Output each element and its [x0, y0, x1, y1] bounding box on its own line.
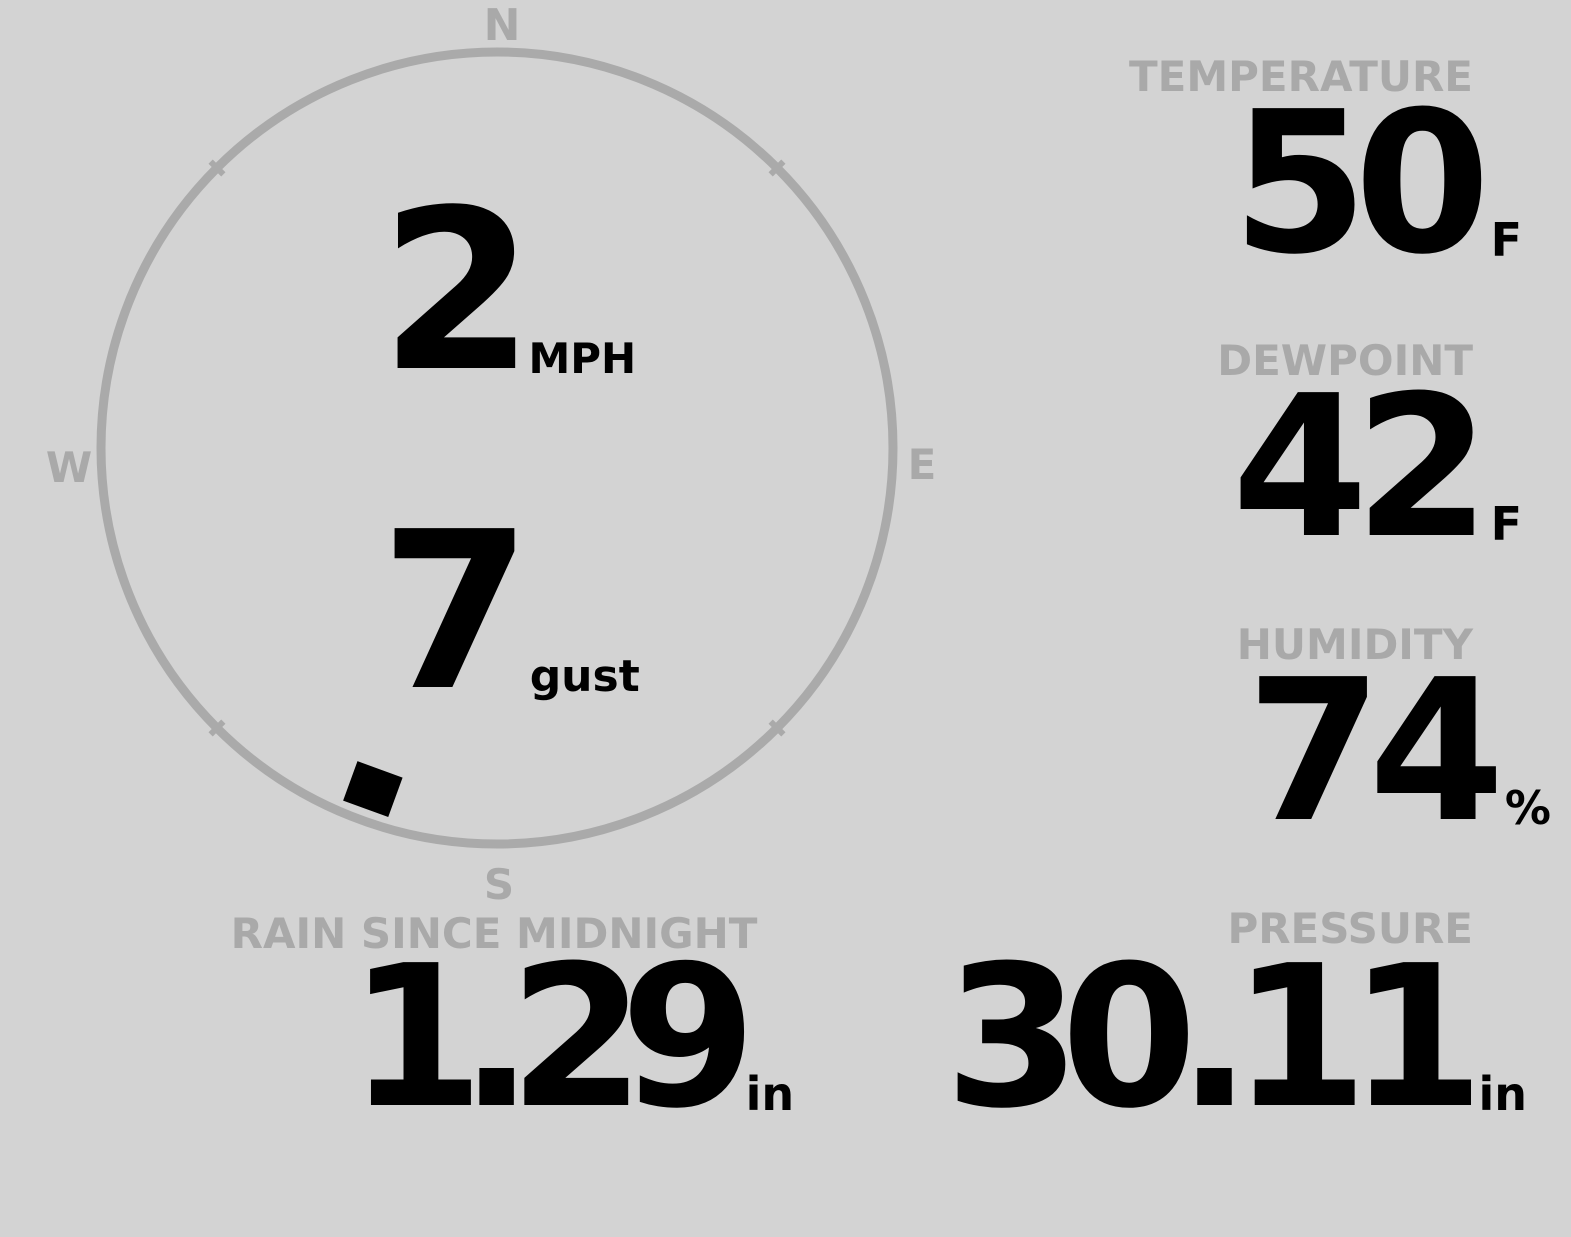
- temperature: 50 F: [1231, 70, 1522, 298]
- humidity-label: HUMIDITY: [1236, 620, 1473, 669]
- compass-tick: [208, 159, 226, 177]
- wind-speed-value: 2: [380, 163, 535, 421]
- wind-direction-marker: [343, 761, 403, 818]
- compass-tick: [208, 719, 226, 737]
- compass-dial: [96, 47, 898, 849]
- pressure-unit: in: [1478, 1067, 1527, 1121]
- temperature-value: 50: [1231, 70, 1491, 298]
- rain: 1.29 in: [348, 924, 795, 1152]
- pressure: 30.11 in: [944, 924, 1527, 1152]
- wind-gust-value: 7: [380, 486, 532, 739]
- humidity: 74 %: [1246, 638, 1551, 866]
- rain-label: RAIN SINCE MIDNIGHT: [230, 909, 758, 958]
- compass-tick: [768, 159, 786, 177]
- wind-speed: 2 MPH: [380, 163, 637, 421]
- compass-north-label: N: [483, 0, 521, 51]
- dewpoint-label: DEWPOINT: [1217, 336, 1473, 385]
- pressure-value: 30.11: [944, 924, 1485, 1152]
- rain-unit: in: [745, 1067, 795, 1121]
- compass-east-label: E: [907, 440, 937, 489]
- dewpoint-unit: F: [1490, 497, 1522, 551]
- compass-south-label: S: [483, 860, 515, 909]
- pressure-label: PRESSURE: [1227, 904, 1473, 953]
- wind-gust-unit: gust: [529, 650, 640, 702]
- temperature-label: TEMPERATURE: [1129, 52, 1473, 101]
- compass-tick: [768, 719, 786, 737]
- rain-value: 1.29: [348, 924, 757, 1152]
- dewpoint-value: 42: [1231, 354, 1491, 582]
- humidity-value: 74: [1246, 638, 1505, 866]
- temperature-unit: F: [1490, 213, 1522, 267]
- wind-gust: 7 gust: [380, 486, 640, 739]
- compass-west-label: W: [45, 443, 93, 492]
- dewpoint: 42 F: [1231, 354, 1522, 582]
- wind-speed-unit: MPH: [528, 334, 637, 384]
- humidity-unit: %: [1504, 781, 1551, 835]
